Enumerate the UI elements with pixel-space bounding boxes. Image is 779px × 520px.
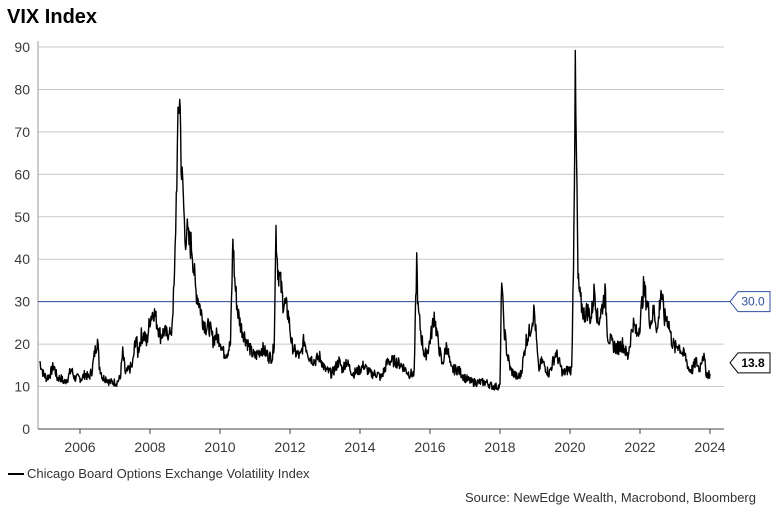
x-tick-label: 2006 — [64, 439, 95, 455]
x-tick-label: 2022 — [624, 439, 655, 455]
x-tick-label: 2012 — [274, 439, 305, 455]
x-tick-label: 2010 — [204, 439, 235, 455]
reference-label: 30.0 — [741, 295, 765, 309]
last-value-label: 13.8 — [741, 356, 765, 370]
y-tick-label: 90 — [14, 39, 30, 55]
y-tick-label: 80 — [14, 81, 30, 97]
y-tick-label: 50 — [14, 209, 30, 225]
x-tick-label: 2024 — [694, 439, 725, 455]
y-tick-label: 30 — [14, 294, 30, 310]
y-axis: 0 10 20 30 40 50 60 70 80 90 — [14, 39, 39, 437]
x-tick-label: 2018 — [484, 439, 515, 455]
reference-line-group: 30.0 — [38, 291, 771, 313]
vix-series-line — [39, 49, 711, 391]
last-value-box — [729, 352, 771, 374]
y-tick-label: 70 — [14, 124, 30, 140]
y-tick-label: 60 — [14, 166, 30, 182]
y-tick-label: 0 — [22, 421, 30, 437]
x-axis: 2006 2008 2010 2012 2014 2016 2018 2020 2022 2024 — [38, 428, 726, 455]
source-note: Source: NewEdge Wealth, Macrobond, Bloom… — [465, 490, 756, 505]
chart-title: VIX Index — [7, 6, 98, 28]
x-tick-label: 2014 — [344, 439, 375, 455]
y-tick-label: 40 — [14, 251, 30, 267]
legend-swatch-icon — [8, 472, 24, 475]
series-group — [39, 49, 711, 391]
x-tick-label: 2008 — [134, 439, 165, 455]
last-value-group: 13.8 — [729, 352, 771, 374]
legend: Chicago Board Options Exchange Volatilit… — [8, 466, 310, 481]
x-tick-label: 2020 — [554, 439, 585, 455]
y-tick-label: 20 — [14, 336, 30, 352]
reference-label-box — [729, 291, 771, 313]
legend-label: Chicago Board Options Exchange Volatilit… — [27, 466, 310, 481]
y-tick-label: 10 — [14, 379, 30, 395]
x-tick-label: 2016 — [414, 439, 445, 455]
